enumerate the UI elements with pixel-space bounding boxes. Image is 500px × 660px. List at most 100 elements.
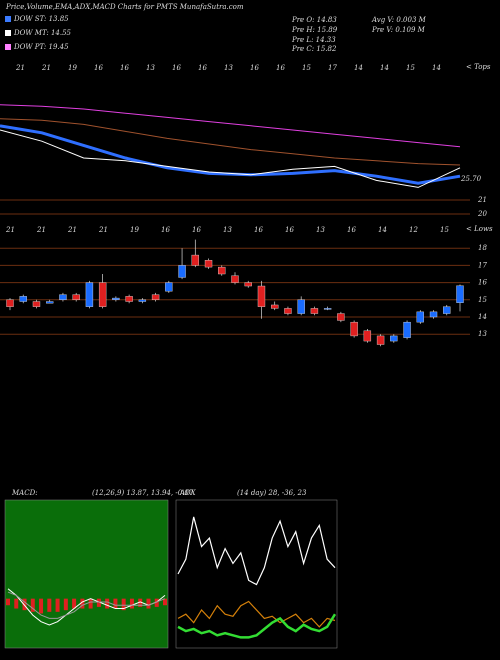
adx-title: ADX [179,489,197,497]
histogram-bar [80,598,85,609]
macd-title: MACD: [11,489,38,497]
histogram-bar [6,598,10,606]
histogram-bar [163,598,167,606]
candle-body [284,308,292,314]
candle-body [337,313,345,321]
histogram-bar [14,598,19,609]
y-tick-label: 16 [478,279,487,287]
page-title: Price,Volume,EMA,ADX,MACD Charts for PMT… [5,3,244,11]
candle-body [403,321,411,338]
candle-body [257,285,266,307]
candle-body [191,254,199,266]
info: Pre L: 14.33 [291,36,336,44]
candle-body [165,282,173,292]
candle-body [138,299,147,302]
candle-body [244,282,252,287]
adx-line [177,516,336,586]
date-label: 21 [15,64,25,72]
y-tick-label: 21 [477,196,487,204]
date-label: 15 [406,64,415,72]
date-label: 14 [380,64,389,72]
adx-subtitle: (14 day) 28, -36, 23 [237,489,307,497]
histogram-bar [138,598,143,607]
candle-body [443,306,451,314]
info: Pre V: 0.109 M [371,26,426,34]
date-label: 21 [98,226,108,234]
candle-body [178,265,186,278]
date-label: 14 [378,226,387,234]
date-label: 16 [347,226,356,234]
date-label: 13 [146,64,155,72]
legend-swatch [5,16,11,22]
tops-label: < Tops [466,63,491,71]
candle-body [112,297,120,300]
macd-panel [4,499,169,649]
date-label: 16 [192,226,201,234]
macd-line [7,588,166,626]
info: Pre H: 15.89 [291,26,338,34]
candle-body [297,299,305,314]
date-label: 16 [285,226,294,234]
histogram-bar [105,598,110,609]
histogram-bar [47,598,52,612]
macd-line [7,591,166,619]
candle-body [456,285,464,303]
histogram-bar [88,598,93,609]
legend-label: DOW MT: 14.55 [13,29,72,37]
date-label: 12 [409,226,418,234]
date-label: 14 [354,64,363,72]
ema-line [0,129,461,188]
y-tick-label: 20 [477,210,487,218]
date-label: 16 [172,64,181,72]
histogram-bar [30,598,35,612]
histogram-bar [146,598,151,609]
y-tick-label: 17 [478,261,487,269]
candle-body [98,282,107,307]
histogram-bar [22,598,27,611]
adx-line [177,613,337,639]
date-label: 14 [432,64,441,72]
candle-body [151,294,160,301]
date-label: 21 [36,226,46,234]
date-label: 21 [5,226,15,234]
adx-line [177,600,336,628]
histogram-bar [154,598,159,607]
info: Pre O: 14.83 [291,16,337,24]
date-label: 16 [254,226,263,234]
y-tick-label: 18 [478,244,487,252]
date-label: 15 [440,226,449,234]
info: Pre C: 15.82 [291,45,337,53]
date-label: 19 [130,226,139,234]
candle-body [323,308,332,310]
candle-body [350,321,358,337]
histogram-bar [113,598,118,609]
candle-body [310,308,319,314]
date-label: 13 [224,64,233,72]
histogram-bar [39,598,44,614]
histogram-bar [121,598,126,611]
date-label: 17 [328,64,337,72]
candle-body [429,311,438,318]
legend-label: DOW ST: 13.85 [13,15,69,23]
histogram-bar [129,598,134,609]
date-label: 16 [198,64,207,72]
macd-subtitle: (12,26,9) 13.87, 13.94, -0.07 [92,489,194,497]
y-tick-label: 13 [478,330,487,338]
legend: DOW ST: 13.85 DOW MT: 14.55 DOW PT: 19.4… [5,15,72,51]
legend-swatch [5,30,11,36]
date-label: 21 [67,226,77,234]
candle-body [231,275,239,283]
info: Avg V: 0.003 M [371,16,427,24]
histogram-bar [63,598,68,611]
legend-swatch [5,44,11,50]
lows-label: < Lows [466,225,493,233]
y-tick-label: 15 [478,296,487,304]
candle-body [85,282,94,307]
candle-body [204,260,213,268]
date-label: 15 [302,64,311,72]
ema-line [0,124,461,185]
candle-body [376,335,385,345]
adx-panel [175,499,338,649]
candle-body [32,301,41,307]
